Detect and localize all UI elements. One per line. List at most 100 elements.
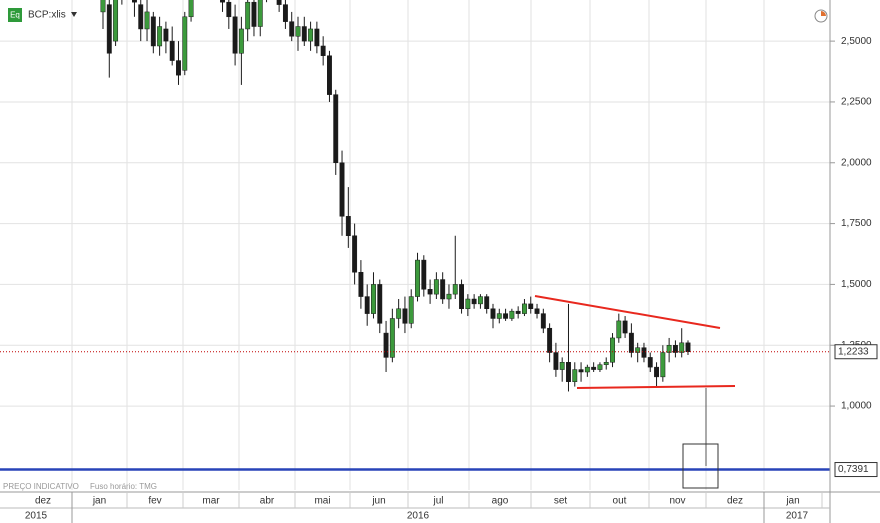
candle-body xyxy=(440,279,446,300)
candle-body xyxy=(471,298,477,305)
candle-body xyxy=(289,21,295,37)
candle-body xyxy=(660,352,666,378)
candle-body xyxy=(377,284,383,324)
trend-line xyxy=(576,385,736,389)
price-label-box xyxy=(834,344,878,360)
candle-body xyxy=(188,0,194,18)
candle-body xyxy=(282,4,288,22)
candle-body xyxy=(301,26,307,42)
candle-body xyxy=(138,4,144,30)
candle-body xyxy=(251,1,257,27)
y-tick-label: 2,0000 xyxy=(841,157,872,168)
candle-body xyxy=(477,296,483,305)
candle-body xyxy=(522,303,527,314)
candle-body xyxy=(446,293,452,300)
candle-body xyxy=(515,310,521,314)
month-label: jul xyxy=(432,496,443,507)
candle-body xyxy=(383,332,389,358)
candle-body xyxy=(276,0,282,5)
candle-body xyxy=(641,347,647,358)
candle-body xyxy=(459,284,464,309)
year-label: 2016 xyxy=(407,511,430,522)
candle-body xyxy=(566,362,571,382)
y-tick-label: 1,0000 xyxy=(841,401,872,412)
candle-body xyxy=(427,289,433,295)
candle-body xyxy=(628,332,634,353)
candle-body xyxy=(578,369,584,373)
year-label: 2017 xyxy=(786,511,809,522)
candle-body xyxy=(396,308,402,319)
month-label: mai xyxy=(314,496,330,507)
candle-body xyxy=(654,366,659,378)
clock-icon-hand xyxy=(821,11,826,16)
month-label: nov xyxy=(669,496,685,507)
candle-body xyxy=(496,313,502,319)
dropdown[interactable] xyxy=(71,12,77,17)
month-label: dez xyxy=(727,496,743,507)
month-label: abr xyxy=(260,496,275,507)
candle-body xyxy=(245,1,251,30)
year-label: 2015 xyxy=(25,511,48,522)
candle-body xyxy=(169,40,175,61)
target-box xyxy=(682,443,719,489)
candle-body xyxy=(226,1,232,18)
candle-body xyxy=(610,337,615,363)
candle-body xyxy=(150,16,156,47)
month-label: jun xyxy=(371,496,385,507)
candle-body xyxy=(295,26,301,37)
candle-body xyxy=(452,284,458,295)
y-tick-label: 2,2500 xyxy=(841,97,872,108)
month-label: jan xyxy=(785,496,799,507)
month-label: out xyxy=(613,496,627,507)
candle-body xyxy=(144,11,150,30)
price-label-box xyxy=(834,462,878,478)
annotations xyxy=(534,295,736,489)
candle-body xyxy=(597,364,603,370)
candle-body xyxy=(402,308,408,324)
candle-body xyxy=(333,94,339,164)
candle-body xyxy=(540,313,546,329)
candle-body xyxy=(320,45,326,56)
candle-body xyxy=(176,60,181,76)
candle-body xyxy=(465,298,471,309)
candle-body xyxy=(163,28,169,42)
candle-body xyxy=(157,26,163,47)
candle-body xyxy=(572,369,578,382)
candle-body xyxy=(433,279,439,295)
candle-body xyxy=(220,0,225,3)
candle-body xyxy=(352,235,358,273)
candle-body xyxy=(327,55,332,95)
candle-body xyxy=(547,327,553,353)
month-label: fev xyxy=(148,496,161,507)
y-tick-label: 1,5000 xyxy=(841,279,872,290)
price-label: 0,7391 xyxy=(838,464,869,475)
plot-area xyxy=(0,0,830,471)
candle-body xyxy=(509,310,515,319)
candle-body xyxy=(389,318,395,358)
candle-body xyxy=(132,0,137,3)
candle-body xyxy=(371,284,376,314)
footer-note: PREÇO INDICATIVO xyxy=(3,482,79,491)
candle-body xyxy=(672,344,678,353)
price-label: 1,2233 xyxy=(838,346,869,357)
grid xyxy=(0,0,830,490)
candle-body xyxy=(182,16,188,71)
candle-body xyxy=(113,0,119,42)
candle-body xyxy=(314,28,320,47)
month-label: dez xyxy=(35,496,51,507)
month-label: mar xyxy=(202,496,220,507)
candle-body xyxy=(421,259,427,290)
y-tick-label: 2,5000 xyxy=(841,36,872,47)
symbol[interactable]: BCP:xlis xyxy=(28,10,66,21)
icon xyxy=(8,8,22,22)
candle-body xyxy=(100,0,106,13)
icon-label: Eq xyxy=(10,11,20,20)
candle-body xyxy=(257,0,263,27)
candle-body xyxy=(591,366,597,370)
candle-body xyxy=(584,366,590,373)
candle-body xyxy=(358,271,364,297)
candle-body xyxy=(408,296,414,324)
candle-body xyxy=(616,320,622,339)
